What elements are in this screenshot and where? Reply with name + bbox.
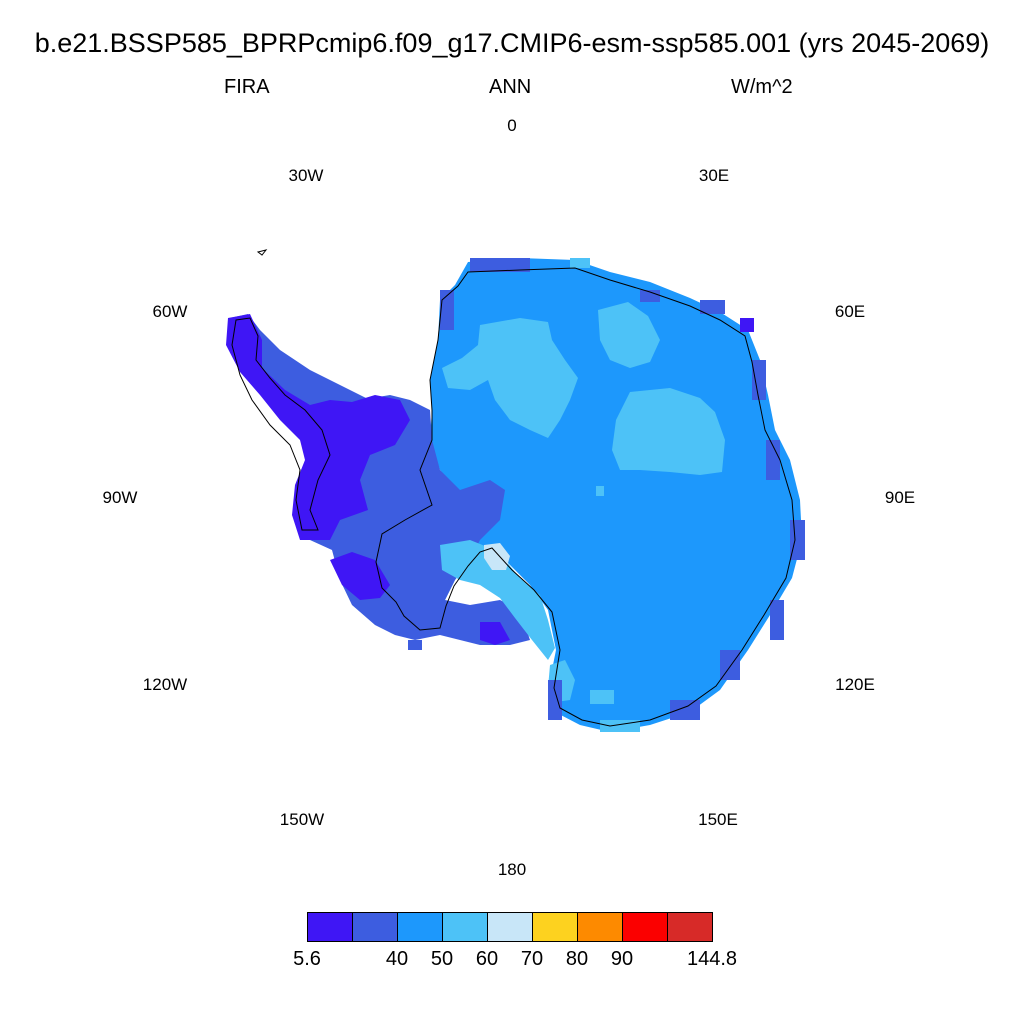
lon-label-90e: 90E [884,488,916,507]
coast-block [752,360,766,400]
lon-label-120e: 120E [835,675,875,694]
colorbar-swatch [488,913,533,941]
variable-label: FIRA [224,76,270,98]
lon-label-120w: 120W [142,675,188,694]
coast-block [600,720,640,732]
coast-block [770,600,784,640]
season-label: ANN [489,76,532,98]
lon-label-30e: 30E [698,166,730,185]
peninsula-coastline [231,317,331,531]
coast-block [790,520,805,560]
plot-title: b.e21.BSSP585_BPRPcmip6.f09_g17.CMIP6-es… [34,28,990,58]
coast-block [740,318,754,332]
colorbar-swatch [398,913,443,941]
colorbar-label: 70 [520,948,544,970]
colorbar-swatch [533,913,578,941]
lon-label-30w: 30W [288,166,324,185]
colorbar-swatch [353,913,398,941]
coast-block [640,290,660,302]
ross-ice-shelf-patch [440,540,555,660]
colorbar-label: 40 [385,948,409,970]
colorbar-label: 60 [475,948,499,970]
coastline [231,249,796,727]
coastal-blocks [408,258,805,732]
colorbar-label: 5.6 [293,948,321,970]
ross-edge-low [480,622,510,645]
units-label: W/m^2 [731,76,793,98]
ross-center-lightest [484,543,510,570]
lon-label-150e: 150E [698,810,738,829]
lon-label-60e: 60E [834,302,866,321]
coast-block [700,300,725,314]
main-coastline [375,267,796,727]
colorbar-label: 80 [565,948,589,970]
coast-block [766,440,780,480]
colorbar-swatch [668,913,712,941]
colorbar-label: 50 [430,948,454,970]
coast-block [720,650,740,680]
coast-block [570,258,590,268]
colorbar-swatch [623,913,668,941]
coast-block [590,690,614,704]
dronning-maud-patch [442,318,578,438]
lon-label-90w: 90W [102,488,138,507]
colorbar-swatch [308,913,353,941]
coast-block [670,700,700,720]
lon-label-180: 180 [497,860,527,879]
coast-block [408,640,422,650]
lon-label-0: 0 [507,116,517,135]
peninsula-low-band [226,314,410,540]
colorbar-swatch [578,913,623,941]
colorbar-label: 90 [610,948,634,970]
coast-block [548,680,562,720]
island-outline [256,249,268,256]
lon-label-150w: 150W [279,810,325,829]
amundsen-low-band [330,552,390,600]
lon-label-60w: 60W [152,302,188,321]
amery-patch [612,388,725,475]
queen-maud-patch [598,302,660,368]
colorbar-label: 144.8 [686,948,738,970]
coast-block [440,290,454,330]
coast-block [596,486,604,496]
colorbar-swatch [443,913,488,941]
coast-block [470,258,530,272]
colorbar [307,912,713,942]
